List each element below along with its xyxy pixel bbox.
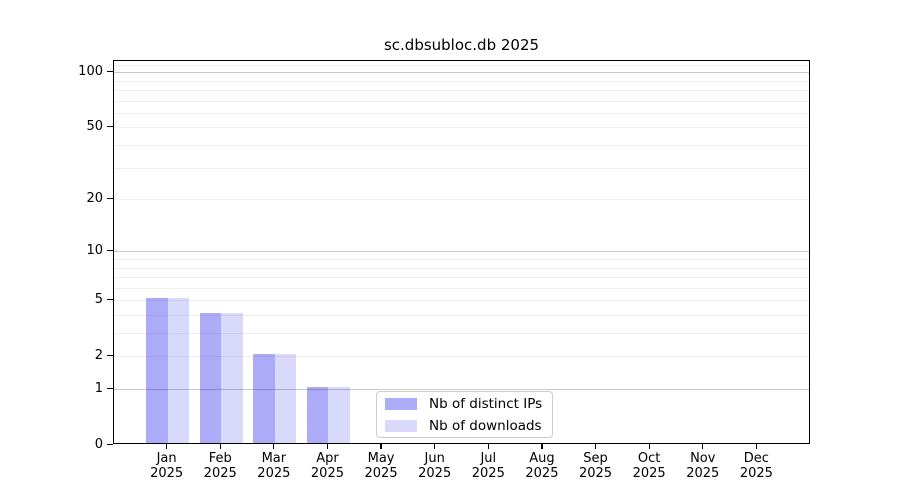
minor-gridline (114, 258, 809, 260)
bar (221, 313, 243, 443)
minor-gridline (114, 145, 809, 146)
legend-label-downloads: Nb of downloads (429, 417, 542, 434)
x-tick-label: Mar 2025 (257, 451, 291, 481)
y-tick-label: 5 (94, 291, 103, 307)
minor-gridline (114, 112, 809, 114)
x-tick-label: Apr 2025 (310, 451, 344, 481)
y-tick-mark (107, 298, 113, 301)
legend-label-distinct-ips: Nb of distinct IPs (429, 395, 543, 412)
x-tick-label: Nov 2025 (686, 451, 720, 481)
minor-gridline (114, 100, 809, 102)
x-tick-mark (541, 444, 543, 449)
minor-gridline (114, 90, 809, 91)
minor-gridline (114, 277, 809, 279)
minor-gridline (114, 356, 809, 358)
major-gridline (114, 251, 809, 253)
x-tick-mark (487, 444, 489, 449)
y-tick-mark (107, 249, 113, 252)
minor-gridline (114, 167, 809, 169)
x-tick-label: Jun 2025 (418, 451, 452, 481)
x-tick-label: Aug 2025 (525, 451, 559, 481)
y-tick-label: 10 (86, 242, 103, 258)
minor-gridline (114, 267, 809, 269)
minor-gridline (114, 127, 809, 129)
y-tick-label: 100 (78, 63, 103, 79)
y-tick-mark (107, 125, 113, 128)
minor-gridline (114, 80, 809, 82)
x-tick-mark (219, 444, 221, 449)
bar (167, 298, 190, 443)
minor-gridline (114, 64, 809, 66)
major-gridline (114, 72, 809, 74)
minor-gridline (114, 300, 809, 302)
x-tick-label: Oct 2025 (632, 451, 666, 481)
x-tick-label: Feb 2025 (203, 451, 237, 481)
y-tick-mark (107, 70, 113, 72)
x-tick-label: Dec 2025 (739, 451, 773, 481)
minor-gridline (114, 199, 809, 201)
x-tick-mark (648, 444, 650, 449)
x-tick-label: Sep 2025 (578, 451, 613, 481)
plot-area (113, 60, 810, 444)
legend-swatch-downloads-icon (385, 419, 417, 432)
x-tick-mark (755, 444, 758, 449)
x-tick-label: May 2025 (364, 451, 398, 481)
legend-entry-distinct-ips: Nb of distinct IPs (385, 396, 544, 412)
minor-gridline (114, 314, 809, 316)
y-tick-mark (107, 443, 113, 445)
legend: Nb of distinct IPs Nb of downloads (376, 391, 553, 438)
x-tick-mark (702, 444, 704, 449)
bar (307, 387, 329, 443)
x-tick-mark (434, 444, 436, 449)
y-tick-label: 0 (94, 436, 103, 452)
y-tick-mark (107, 354, 113, 357)
y-tick-label: 50 (86, 118, 103, 134)
x-tick-label: Jan 2025 (150, 451, 184, 481)
bar (146, 298, 168, 443)
minor-gridline (114, 287, 809, 289)
y-tick-mark (107, 387, 113, 389)
chart-title: sc.dbsubloc.db 2025 (383, 36, 540, 54)
x-tick-mark (594, 444, 597, 449)
y-tick-mark (107, 197, 113, 199)
y-tick-label: 2 (94, 347, 103, 363)
x-tick-mark (326, 444, 329, 449)
bar (253, 354, 275, 443)
bar (199, 313, 222, 443)
x-tick-mark (380, 444, 382, 449)
legend-swatch-distinct-ips-icon (385, 397, 417, 410)
bar (328, 387, 350, 443)
major-gridline (114, 389, 809, 390)
legend-entry-downloads: Nb of downloads (385, 418, 544, 434)
bar (274, 354, 297, 443)
x-tick-label: Jul 2025 (471, 451, 505, 481)
x-tick-mark (165, 444, 168, 449)
y-tick-label: 20 (86, 190, 103, 206)
minor-gridline (114, 333, 809, 334)
y-tick-label: 1 (94, 380, 103, 396)
x-tick-mark (273, 444, 275, 449)
